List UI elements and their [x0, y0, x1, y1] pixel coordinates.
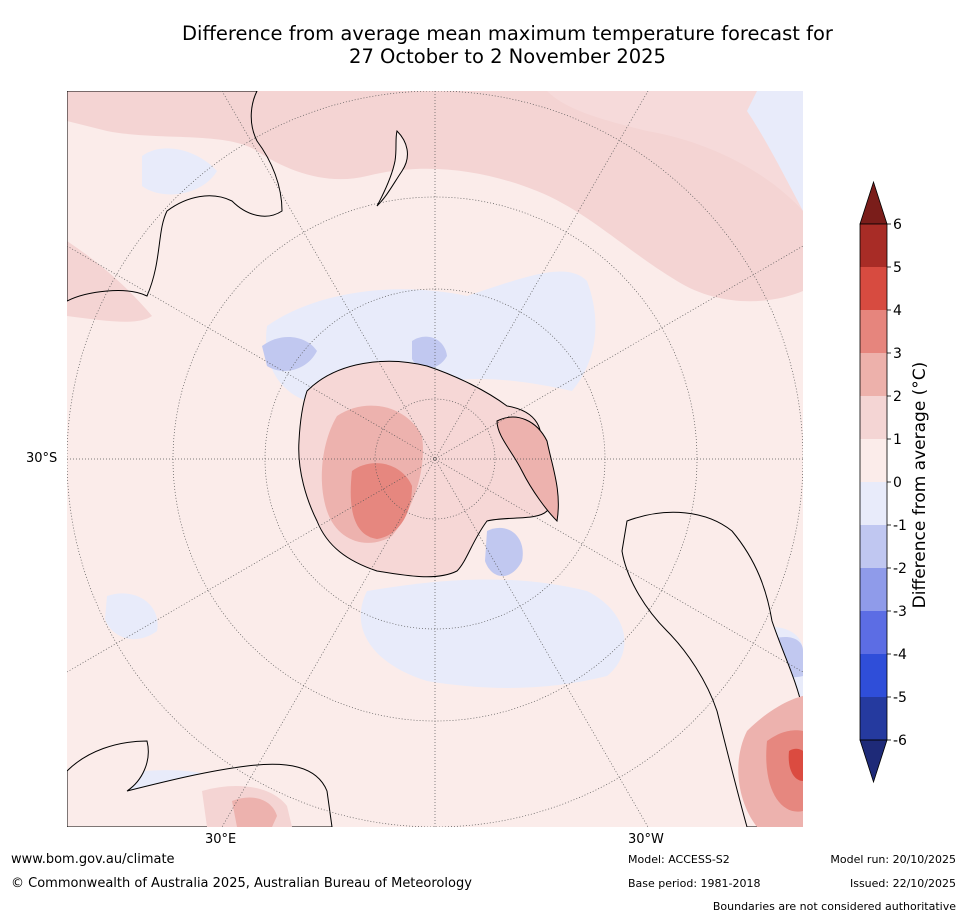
- colorbar-segment: [860, 525, 887, 568]
- cool-core-3: [485, 527, 523, 576]
- map-title: Difference from average mean maximum tem…: [60, 22, 955, 68]
- colorbar-tick-label: 5: [893, 260, 902, 276]
- map-panel[interactable]: [67, 91, 803, 827]
- colorbar-tick-label: -6: [893, 733, 907, 749]
- new-zealand-outline: [376, 130, 408, 207]
- colorbar-segment: [860, 439, 887, 482]
- footer-model: Model: ACCESS-S2: [628, 853, 730, 866]
- colorbar-segment: [860, 310, 887, 353]
- colorbar-svg: 6 5 4 3 2 1 0 -1 -2 -3 -4 -5 -6: [859, 180, 907, 784]
- cool-ring-south: [360, 579, 625, 688]
- cool-patch-northeast: [747, 91, 803, 211]
- cool-patch-northwest: [142, 148, 217, 195]
- australia-outline: [67, 91, 283, 302]
- colorbar-tick-label: 1: [893, 432, 902, 448]
- cool-patch-southwest: [105, 593, 158, 640]
- hot-core-southeast: [788, 748, 803, 781]
- colorbar-tick-label: -4: [893, 647, 907, 663]
- graticule: [67, 91, 803, 827]
- colorbar-segment: [860, 654, 887, 697]
- title-line-2: 27 October to 2 November 2025: [349, 45, 666, 68]
- warm-core-east-antarctica: [350, 463, 412, 539]
- warm-patch-west: [67, 241, 152, 322]
- colorbar-over-arrow: [859, 180, 888, 225]
- lat-label-30s: 30°S: [26, 451, 58, 466]
- map-svg: [67, 91, 803, 827]
- colorbar-tick-label: 6: [893, 217, 902, 233]
- colorbar-segment: [860, 611, 887, 654]
- footer-website[interactable]: www.bom.gov.au/climate: [11, 852, 175, 867]
- colorbar-title: Difference from average (°C): [910, 361, 930, 609]
- colorbar-tick-label: 2: [893, 389, 902, 405]
- footer-model-run: Model run: 20/10/2025: [830, 853, 956, 866]
- colorbar-segment: [860, 697, 887, 740]
- colorbar-tick-label: 0: [893, 475, 902, 491]
- colorbar-segment: [860, 267, 887, 310]
- colorbar-tick-label: -1: [893, 518, 907, 534]
- cool-core-1: [262, 336, 317, 371]
- warm-band-north: [67, 91, 803, 302]
- footer-copyright: © Commonwealth of Australia 2025, Austra…: [11, 876, 472, 891]
- colorbar-tick-label: 3: [893, 346, 902, 362]
- colorbar-segment: [860, 353, 887, 396]
- colorbar-tick-label: -5: [893, 690, 907, 706]
- colorbar-under-arrow: [859, 739, 888, 784]
- footer-base-period: Base period: 1981-2018: [628, 877, 761, 890]
- title-line-1: Difference from average mean maximum tem…: [182, 22, 833, 45]
- footer-issued: Issued: 22/10/2025: [849, 877, 956, 890]
- colorbar-tick-label: -3: [893, 604, 907, 620]
- colorbar-segment: [860, 568, 887, 611]
- lon-label-30w: 30°W: [628, 832, 664, 847]
- colorbar-segment: [860, 396, 887, 439]
- colorbar-tick-label: -2: [893, 561, 907, 577]
- warm-core-africa: [232, 797, 277, 827]
- colorbar-segment: [860, 224, 887, 267]
- cool-core-2: [412, 336, 447, 369]
- footer-disclaimer: Boundaries are not considered authoritat…: [712, 900, 956, 913]
- colorbar: 6 5 4 3 2 1 0 -1 -2 -3 -4 -5 -6: [848, 180, 963, 790]
- colorbar-tick-label: 4: [893, 303, 902, 319]
- lon-label-30e: 30°E: [205, 832, 237, 847]
- colorbar-segment: [860, 482, 887, 525]
- warm-patch-northeast: [547, 91, 803, 211]
- antarctic-peninsula: [496, 416, 559, 523]
